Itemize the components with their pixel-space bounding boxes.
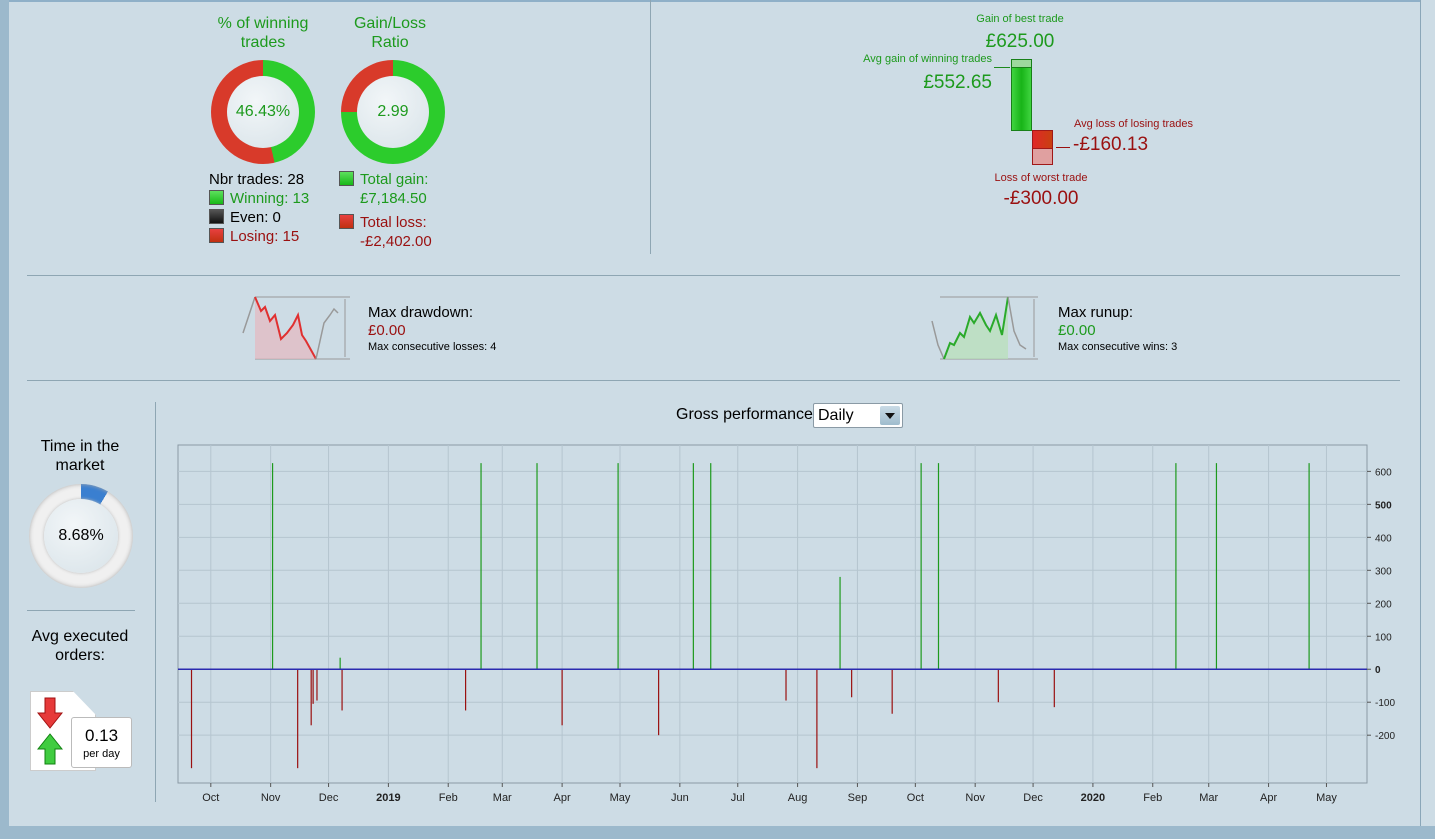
x-tick-label: Mar bbox=[493, 792, 512, 804]
losing-swatch bbox=[209, 228, 224, 243]
nbr-trades: Nbr trades: 28 bbox=[209, 171, 305, 188]
avg-loss-value: -£160.13 bbox=[1073, 134, 1149, 155]
y-tick-label: 500 bbox=[1375, 500, 1392, 511]
total-loss-value: -£2,402.00 bbox=[360, 233, 432, 250]
window-top-border bbox=[0, 0, 1435, 2]
loss-swatch bbox=[339, 214, 354, 229]
plot-area bbox=[177, 444, 1368, 784]
worst-trade-label: Loss of worst trade bbox=[994, 172, 1088, 184]
avg-gain-arrow-icon bbox=[994, 67, 1010, 68]
y-tick-label: 400 bbox=[1375, 533, 1392, 544]
avg-loss-label: Avg loss of losing trades bbox=[1074, 118, 1194, 130]
x-tick-label: Feb bbox=[1143, 792, 1162, 804]
x-tick-label: Nov bbox=[965, 792, 985, 804]
total-gain-value: £7,184.50 bbox=[360, 190, 427, 207]
time-in-market-title: Time in the market bbox=[40, 438, 120, 474]
divider bbox=[27, 610, 135, 611]
y-tick-label: -100 bbox=[1375, 698, 1395, 709]
orders-per-day-box: 0.13 per day bbox=[71, 717, 132, 768]
time-in-market-value: 8.68% bbox=[44, 499, 118, 573]
y-tick-label: 300 bbox=[1375, 566, 1392, 577]
y-tick-label: 100 bbox=[1375, 632, 1392, 643]
gain-bar bbox=[1011, 59, 1032, 131]
avg-gain-label: Avg gain of winning trades bbox=[863, 53, 992, 65]
total-loss-label: Total loss: bbox=[360, 214, 427, 231]
loss-bar bbox=[1032, 130, 1053, 165]
y-tick-label: 0 bbox=[1375, 665, 1381, 676]
y-tick-label: -200 bbox=[1375, 731, 1395, 742]
max-runup-value: £0.00 bbox=[1058, 322, 1096, 339]
period-select[interactable]: Daily bbox=[813, 403, 903, 428]
divider bbox=[650, 0, 651, 254]
x-tick-label: May bbox=[1316, 792, 1337, 804]
x-tick-label: 2019 bbox=[376, 792, 400, 804]
x-tick-label: Mar bbox=[1199, 792, 1218, 804]
best-trade-value: £625.00 bbox=[985, 31, 1055, 52]
even-swatch bbox=[209, 209, 224, 224]
trade-counts: Nbr trades: 28 Winning: 13 Even: 0 Losin… bbox=[209, 170, 309, 246]
max-drawdown-value: £0.00 bbox=[368, 322, 406, 339]
avg-gain-value: £552.65 bbox=[923, 72, 992, 93]
divider bbox=[155, 402, 156, 802]
win-pct-value: 46.43% bbox=[227, 76, 299, 148]
x-tick-label: Aug bbox=[788, 792, 808, 804]
x-tick-label: Oct bbox=[202, 792, 219, 804]
gain-loss-ratio-donut: 2.99 bbox=[341, 60, 445, 164]
best-trade-label: Gain of best trade bbox=[976, 13, 1064, 25]
time-in-market-donut: 8.68% bbox=[29, 484, 133, 588]
gross-performance-chart: 600 500 400 300 200 100 0 -100 -200 Oct Nov Dec 2019… bbox=[177, 444, 1395, 804]
window-bottom-border bbox=[0, 826, 1435, 839]
runup-sparkline-icon bbox=[931, 296, 1038, 360]
max-drawdown-label: Max drawdown: bbox=[368, 304, 474, 321]
orders-unit: per day bbox=[83, 748, 120, 760]
losing-count: Losing: 15 bbox=[230, 228, 300, 245]
x-tick-label: May bbox=[610, 792, 631, 804]
x-tick-label: Oct bbox=[907, 792, 924, 804]
winning-count: Winning: 13 bbox=[230, 190, 310, 207]
divider bbox=[27, 380, 1400, 381]
y-tick-label: 200 bbox=[1375, 599, 1392, 610]
sell-arrow-icon bbox=[36, 697, 64, 729]
win-pct-donut: 46.43% bbox=[211, 60, 315, 164]
x-tick-label: Dec bbox=[1023, 792, 1043, 804]
gain-loss-ratio-value: 2.99 bbox=[357, 76, 429, 148]
orders-value: 0.13 bbox=[84, 726, 119, 745]
win-pct-title: % of winning trades bbox=[217, 15, 309, 51]
divider bbox=[27, 275, 1400, 276]
totals: Total gain: £7,184.50 Total loss: -£2,40… bbox=[339, 170, 432, 251]
x-tick-label: Dec bbox=[319, 792, 339, 804]
max-consecutive-wins: Max consecutive wins: 3 bbox=[1058, 341, 1178, 353]
avg-loss-arrow-icon bbox=[1056, 147, 1070, 148]
drawdown-sparkline-icon bbox=[242, 296, 350, 360]
even-count: Even: 0 bbox=[230, 209, 281, 226]
x-tick-label: Jun bbox=[671, 792, 689, 804]
x-tick-label: Apr bbox=[1260, 792, 1277, 804]
avg-executed-orders-title: Avg executed orders: bbox=[31, 628, 129, 664]
y-tick-label: 600 bbox=[1375, 467, 1392, 478]
max-runup-label: Max runup: bbox=[1058, 304, 1134, 321]
x-tick-label: Feb bbox=[439, 792, 458, 804]
max-consecutive-losses: Max consecutive losses: 4 bbox=[368, 341, 497, 353]
x-tick-label: Nov bbox=[261, 792, 281, 804]
winning-swatch bbox=[209, 190, 224, 205]
chevron-down-icon[interactable] bbox=[880, 406, 900, 425]
x-tick-label: Jul bbox=[731, 792, 745, 804]
x-tick-label: 2020 bbox=[1081, 792, 1105, 804]
gain-swatch bbox=[339, 171, 354, 186]
worst-trade-value: -£300.00 bbox=[1003, 188, 1079, 209]
total-gain-label: Total gain: bbox=[360, 171, 429, 188]
buy-arrow-icon bbox=[36, 733, 64, 765]
scrollbar[interactable] bbox=[1420, 0, 1435, 839]
gain-loss-ratio-title: Gain/Loss Ratio bbox=[353, 15, 427, 51]
window-left-border bbox=[0, 0, 9, 839]
x-tick-label: Apr bbox=[554, 792, 571, 804]
period-select-value: Daily bbox=[818, 407, 854, 424]
x-tick-label: Sep bbox=[848, 792, 868, 804]
chart-title: Gross performance bbox=[676, 406, 813, 423]
